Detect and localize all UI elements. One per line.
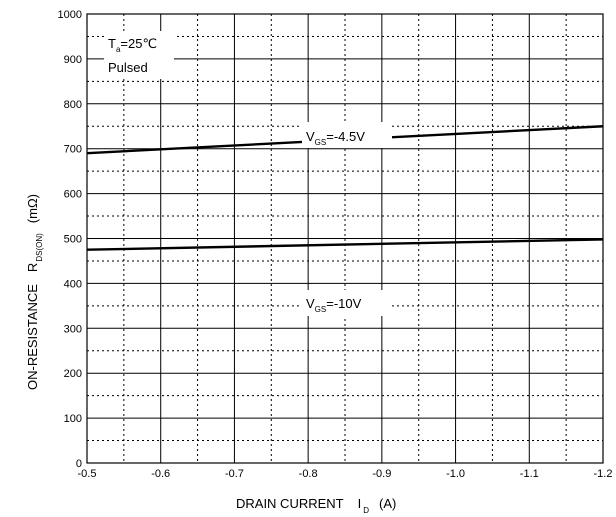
x-tick-label: -1.1 [520, 468, 539, 480]
y-tick-label: 400 [64, 278, 82, 290]
y-tick-label: 900 [64, 54, 82, 66]
series-label-bg-vgs-10 [302, 290, 392, 316]
x-tick-label: -1.2 [594, 468, 613, 480]
x-axis-label: DRAIN CURRENT I D (A) [236, 496, 396, 515]
conditions-box [104, 31, 174, 79]
plot-frame [86, 13, 604, 464]
y-tick-label: 200 [64, 368, 82, 380]
y-tick-label: 800 [64, 99, 82, 111]
y-tick-label: 600 [64, 189, 82, 201]
series-label-vgs-10: VGS=-10V [306, 296, 362, 314]
y-tick-label: 300 [64, 323, 82, 335]
x-tick-label: -0.8 [299, 468, 318, 480]
condition-temperature: Ta=25℃ [108, 36, 157, 54]
x-tick-label: -1.0 [446, 468, 465, 480]
y-tick-label: 100 [64, 413, 82, 425]
x-tick-label: -0.7 [225, 468, 244, 480]
series-label-bg-vgs-4-5 [302, 122, 392, 148]
x-tick-label: -0.9 [372, 468, 391, 480]
y-tick-label: 700 [64, 144, 82, 156]
y-tick-label: 0 [76, 458, 82, 470]
series-line-1 [86, 238, 604, 251]
y-tick-labels: 0 100 200 300 400 500 600 700 800 900 1000 [58, 9, 82, 470]
y-tick-label: 1000 [58, 9, 82, 21]
x-tick-label: -0.5 [78, 468, 97, 480]
x-tick-label: -0.6 [151, 468, 170, 480]
x-tick-labels: -0.5 -0.6 -0.7 -0.8 -0.9 -1.0 -1.1 -1.2 [78, 468, 613, 480]
grid [86, 13, 604, 464]
condition-pulsed: Pulsed [108, 60, 148, 75]
y-axis-label: ON-RESISTANCERDS(ON)(mΩ) [25, 194, 44, 390]
series-label-vgs-4-5: VGS=-4.5V [306, 129, 365, 147]
y-tick-label: 500 [64, 234, 82, 246]
